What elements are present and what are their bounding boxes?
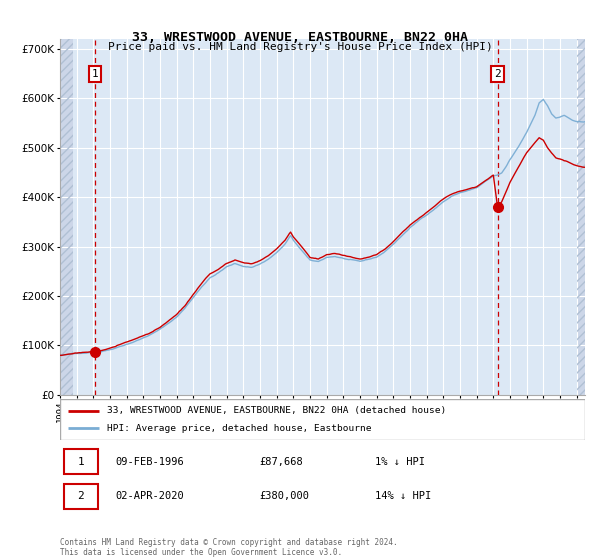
Text: £87,668: £87,668 — [260, 456, 303, 466]
Text: 33, WRESTWOOD AVENUE, EASTBOURNE, BN22 0HA: 33, WRESTWOOD AVENUE, EASTBOURNE, BN22 0… — [132, 31, 468, 44]
Text: 02-APR-2020: 02-APR-2020 — [115, 492, 184, 501]
Bar — [60, 39, 73, 395]
Bar — [577, 39, 585, 395]
Text: 2: 2 — [77, 492, 85, 501]
Text: Contains HM Land Registry data © Crown copyright and database right 2024.
This d: Contains HM Land Registry data © Crown c… — [60, 538, 398, 557]
Text: HPI: Average price, detached house, Eastbourne: HPI: Average price, detached house, East… — [107, 424, 372, 433]
FancyBboxPatch shape — [64, 484, 98, 509]
Text: £380,000: £380,000 — [260, 492, 310, 501]
Bar — [60, 39, 73, 395]
Bar — [577, 39, 585, 395]
Text: 1% ↓ HPI: 1% ↓ HPI — [375, 456, 425, 466]
Text: 1: 1 — [92, 69, 99, 79]
Text: 14% ↓ HPI: 14% ↓ HPI — [375, 492, 431, 501]
Text: Price paid vs. HM Land Registry's House Price Index (HPI): Price paid vs. HM Land Registry's House … — [107, 42, 493, 52]
FancyBboxPatch shape — [60, 399, 585, 440]
FancyBboxPatch shape — [64, 449, 98, 474]
Text: 1: 1 — [77, 456, 85, 466]
Text: 33, WRESTWOOD AVENUE, EASTBOURNE, BN22 0HA (detached house): 33, WRESTWOOD AVENUE, EASTBOURNE, BN22 0… — [107, 406, 446, 415]
Text: 09-FEB-1996: 09-FEB-1996 — [115, 456, 184, 466]
Text: 2: 2 — [494, 69, 501, 79]
